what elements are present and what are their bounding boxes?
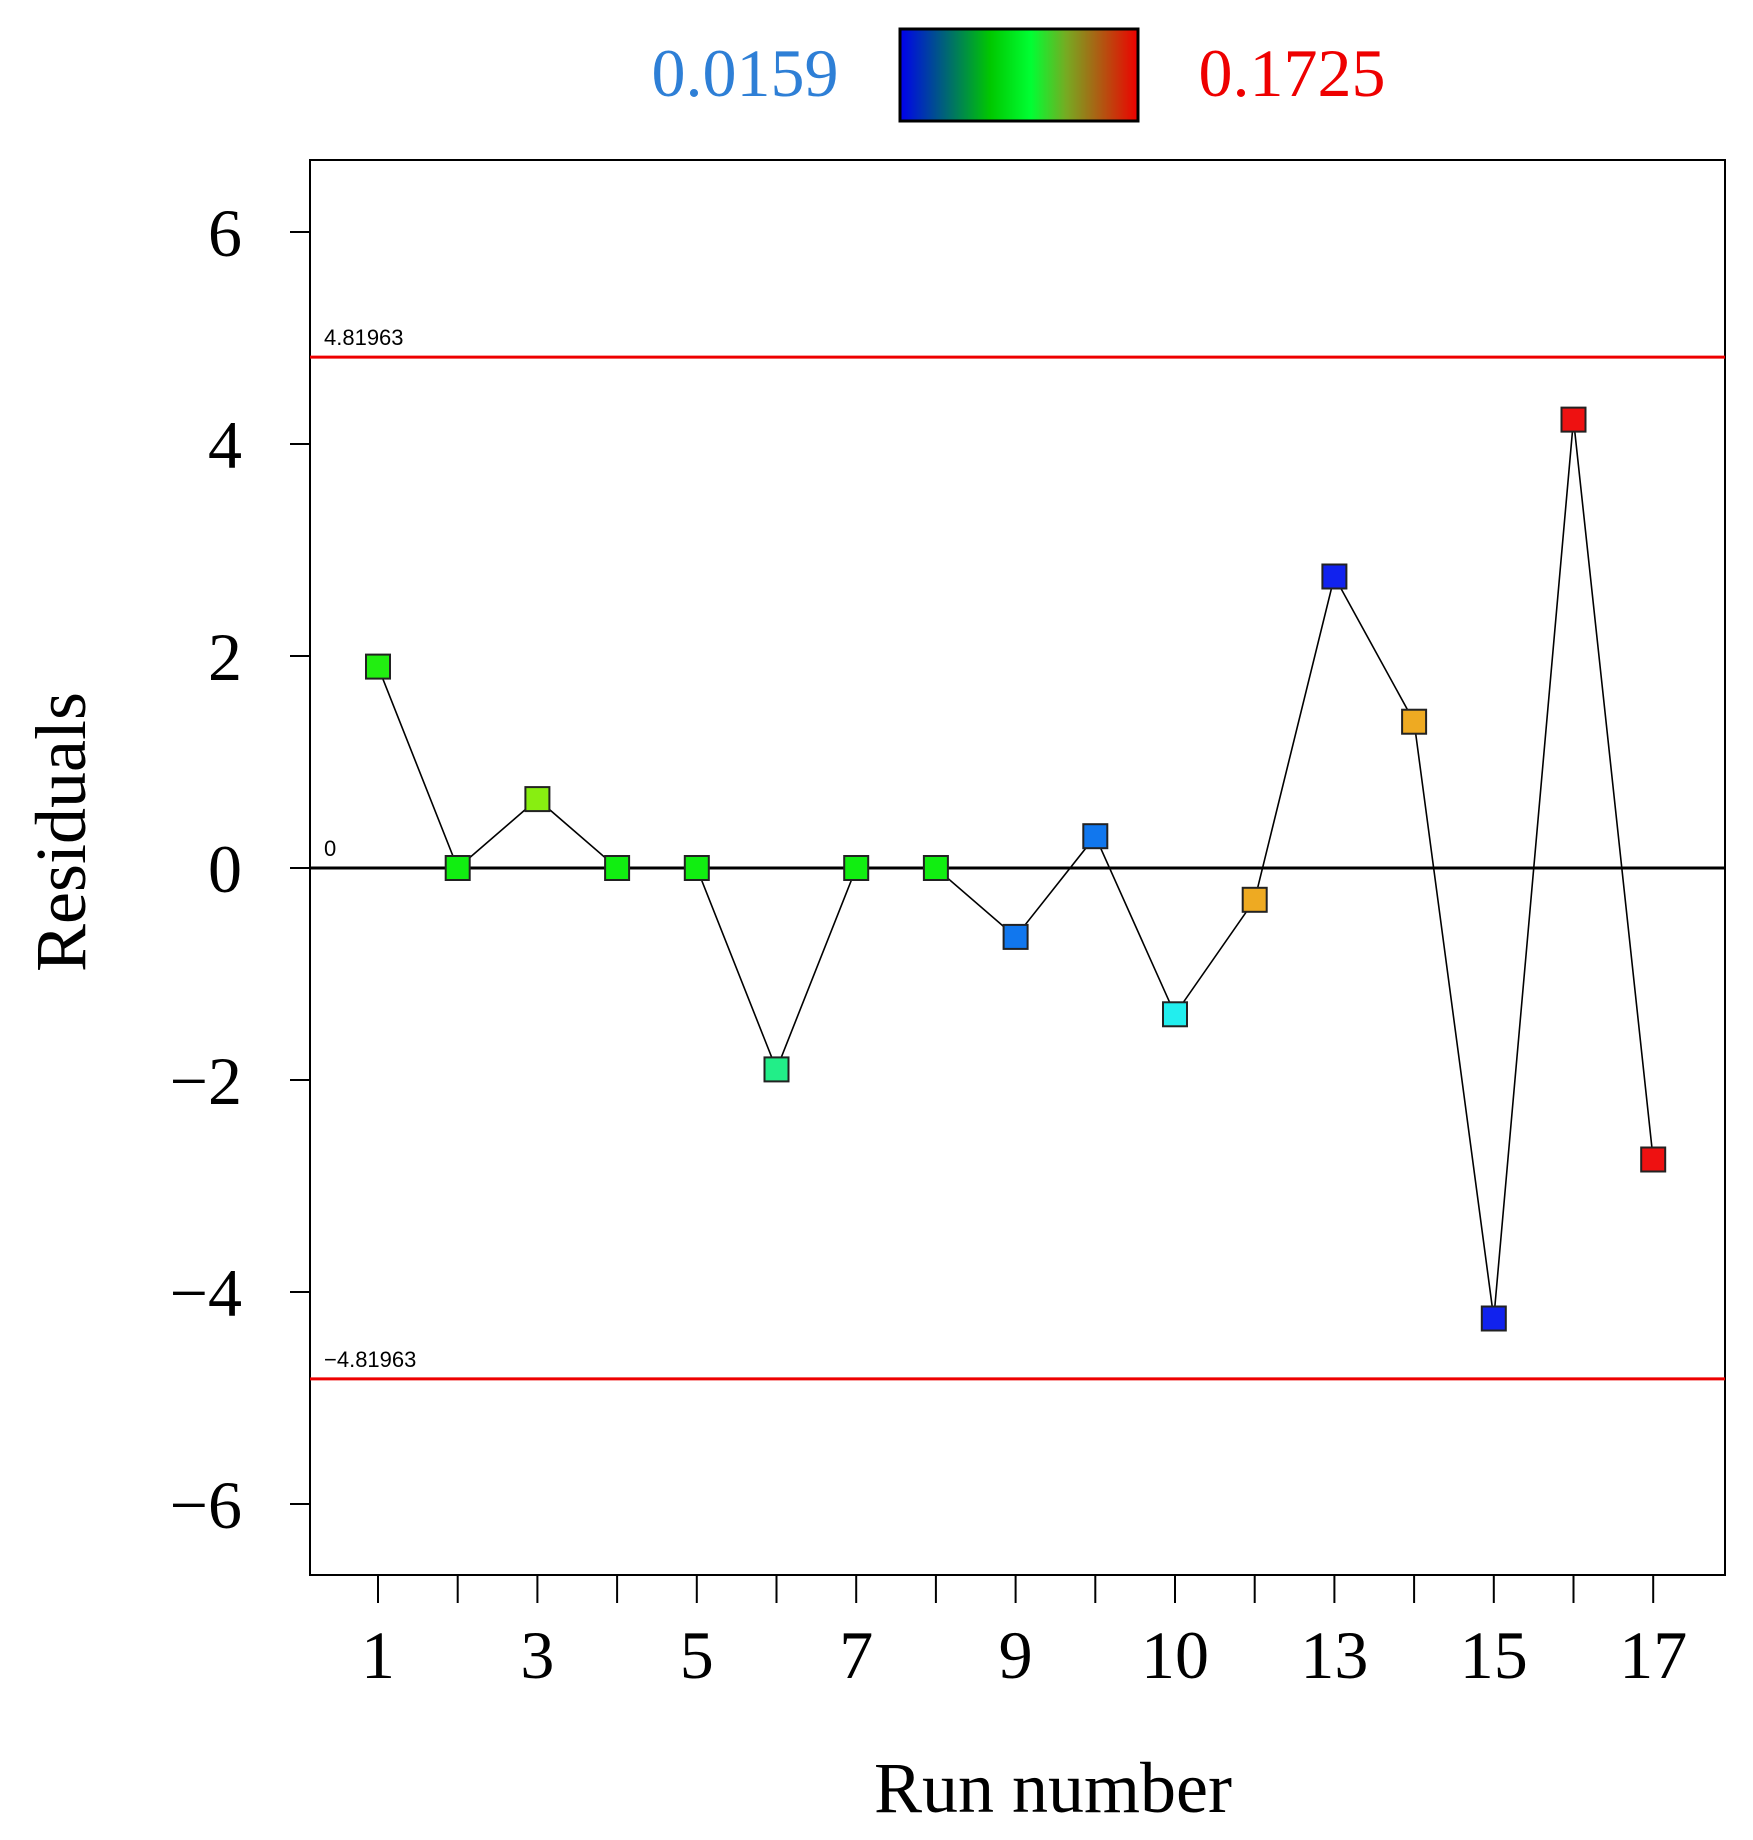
data-point (1082, 823, 1109, 850)
x-axis-label: Run number (874, 1748, 1232, 1828)
x-tick-label: 15 (1460, 1617, 1528, 1693)
y-tick-label: −2 (170, 1043, 242, 1119)
data-point (1321, 563, 1348, 590)
colorbar-min-label: 0.0159 (652, 35, 839, 111)
y-tick-label: 2 (208, 619, 242, 695)
y-tick-label: −4 (170, 1255, 242, 1331)
data-point (1401, 708, 1428, 735)
x-tick-label: 3 (520, 1617, 554, 1693)
data-point (604, 855, 631, 881)
data-point (1480, 1305, 1507, 1332)
colorbar-gradient (898, 27, 1140, 123)
series-points (365, 406, 1667, 1332)
y-axis-label: Residuals (21, 692, 101, 972)
y-axis: 6 4 2 0 −2 −4 −6 (170, 195, 310, 1543)
y-tick-label: 6 (208, 195, 242, 271)
data-point (683, 855, 710, 881)
x-tick-label: 17 (1619, 1617, 1687, 1693)
y-tick-label: −6 (170, 1467, 242, 1543)
reference-line-label: 0 (324, 836, 336, 861)
data-point (1002, 923, 1029, 950)
y-tick-label: 4 (208, 407, 242, 483)
data-point (763, 1056, 790, 1083)
data-point (365, 653, 391, 680)
colorbar-legend: 0.0159 0.1725 (652, 27, 1386, 123)
colorbar-max-label: 0.1725 (1199, 35, 1386, 111)
x-tick-label: 10 (1141, 1617, 1209, 1693)
data-point (922, 855, 949, 881)
x-tick-label: 13 (1300, 1617, 1368, 1693)
x-axis: 1 3 5 7 9 10 13 15 17 (361, 1575, 1687, 1693)
y-tick-label: 0 (208, 831, 242, 907)
reference-line-label: 4.81963 (324, 325, 404, 350)
x-tick-label: 5 (680, 1617, 714, 1693)
reference-lines: 4.81963 0 −4.81963 (310, 325, 1725, 1381)
data-point (1560, 406, 1587, 433)
data-point (524, 786, 551, 813)
data-point (1241, 886, 1268, 913)
x-tick-label: 1 (361, 1617, 395, 1693)
data-point (1162, 1001, 1188, 1028)
data-point (1640, 1146, 1667, 1173)
x-tick-label: 7 (839, 1617, 873, 1693)
data-point (444, 855, 471, 881)
reference-line-label: −4.81963 (324, 1347, 416, 1372)
data-point (843, 855, 870, 881)
x-tick-label: 9 (999, 1617, 1033, 1693)
